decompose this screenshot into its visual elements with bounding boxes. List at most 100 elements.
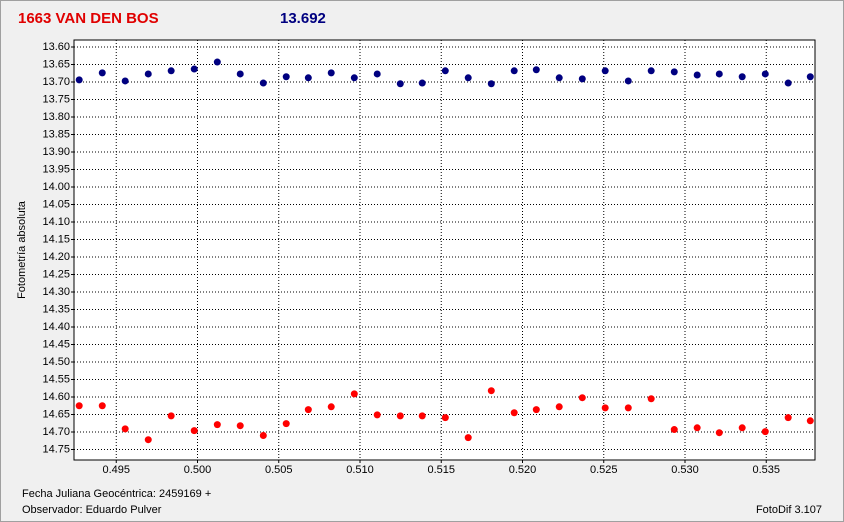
- y-tick-label: 13.70: [42, 76, 70, 88]
- data-point: [487, 80, 495, 88]
- data-point: [555, 403, 563, 411]
- y-tick-label: 13.95: [42, 163, 70, 175]
- data-point: [418, 79, 426, 87]
- data-point: [738, 424, 746, 432]
- data-point: [441, 67, 449, 75]
- data-point: [190, 65, 198, 73]
- y-tick-label: 14.00: [42, 181, 70, 193]
- y-tick-label: 14.45: [42, 338, 70, 350]
- data-point: [761, 70, 769, 78]
- data-point: [532, 406, 540, 414]
- data-point: [327, 403, 335, 411]
- y-tick-label: 14.25: [42, 268, 70, 280]
- y-tick-label: 14.50: [42, 356, 70, 368]
- data-point: [738, 73, 746, 81]
- data-point: [144, 70, 152, 78]
- data-point: [282, 420, 290, 428]
- y-tick-label: 13.80: [42, 111, 70, 123]
- x-tick-label: 0.525: [590, 464, 618, 476]
- data-point: [487, 387, 495, 395]
- data-point: [282, 73, 290, 81]
- y-tick-label: 14.30: [42, 286, 70, 298]
- data-point: [693, 71, 701, 79]
- y-tick-label: 14.15: [42, 233, 70, 245]
- data-point: [715, 70, 723, 78]
- data-point: [236, 422, 244, 430]
- x-tick-label: 0.535: [752, 464, 780, 476]
- y-tick-label: 14.20: [42, 251, 70, 263]
- data-point: [670, 426, 678, 434]
- y-tick-label: 14.65: [42, 408, 70, 420]
- footer-observer: Observador: Eduardo Pulver: [22, 504, 162, 516]
- y-tick-label: 14.10: [42, 216, 70, 228]
- data-point: [373, 70, 381, 78]
- data-point: [601, 404, 609, 412]
- data-point: [350, 74, 358, 82]
- data-point: [647, 395, 655, 403]
- y-tick-label: 13.90: [42, 146, 70, 158]
- data-point: [259, 79, 267, 87]
- data-point: [601, 67, 609, 75]
- data-point: [190, 427, 198, 435]
- data-point: [259, 432, 267, 439]
- data-point: [167, 412, 175, 420]
- data-point: [464, 74, 472, 82]
- data-point: [510, 409, 518, 417]
- data-point: [98, 402, 106, 410]
- data-point: [144, 436, 152, 444]
- data-point: [75, 402, 83, 410]
- data-point: [418, 412, 426, 420]
- data-point: [236, 70, 244, 78]
- data-point: [121, 425, 129, 433]
- data-point: [784, 79, 792, 87]
- data-point: [327, 69, 335, 77]
- data-point: [578, 75, 586, 83]
- data-point: [167, 67, 175, 75]
- chart-title: 1663 VAN DEN BOS: [18, 10, 159, 27]
- footer-software: FotoDif 3.107: [756, 504, 822, 516]
- data-point: [578, 394, 586, 402]
- x-tick-label: 0.530: [671, 464, 699, 476]
- data-point: [98, 69, 106, 77]
- y-tick-label: 14.55: [42, 373, 70, 385]
- data-point: [693, 424, 701, 432]
- data-point: [510, 67, 518, 75]
- x-tick-label: 0.515: [427, 464, 455, 476]
- data-point: [532, 66, 540, 74]
- y-axis-label: Fotometría absoluta: [16, 200, 28, 299]
- data-point: [350, 390, 358, 398]
- footer-date: Fecha Juliana Geocéntrica: 2459169 +: [22, 488, 211, 500]
- data-point: [715, 429, 723, 437]
- data-point: [441, 414, 449, 422]
- data-point: [624, 404, 632, 412]
- data-point: [784, 414, 792, 422]
- y-tick-label: 14.75: [42, 443, 70, 455]
- data-point: [121, 77, 129, 85]
- subtitle: 13.692: [280, 10, 326, 27]
- y-tick-label: 14.35: [42, 303, 70, 315]
- x-tick-label: 0.495: [102, 464, 130, 476]
- data-point: [647, 67, 655, 75]
- y-tick-label: 14.40: [42, 321, 70, 333]
- y-tick-label: 13.60: [42, 41, 70, 53]
- data-point: [670, 68, 678, 76]
- x-tick-label: 0.510: [346, 464, 374, 476]
- data-point: [304, 74, 312, 82]
- x-tick-label: 0.500: [184, 464, 212, 476]
- data-point: [373, 411, 381, 419]
- data-point: [396, 80, 404, 88]
- data-point: [806, 417, 814, 425]
- y-tick-label: 14.70: [42, 426, 70, 438]
- y-tick-label: 13.85: [42, 128, 70, 140]
- data-point: [75, 76, 83, 84]
- data-point: [555, 74, 563, 82]
- data-point: [213, 58, 221, 66]
- y-tick-label: 14.60: [42, 391, 70, 403]
- data-point: [464, 434, 472, 442]
- data-point: [213, 421, 221, 429]
- x-tick-label: 0.520: [509, 464, 537, 476]
- data-point: [624, 77, 632, 85]
- y-tick-label: 13.65: [42, 58, 70, 70]
